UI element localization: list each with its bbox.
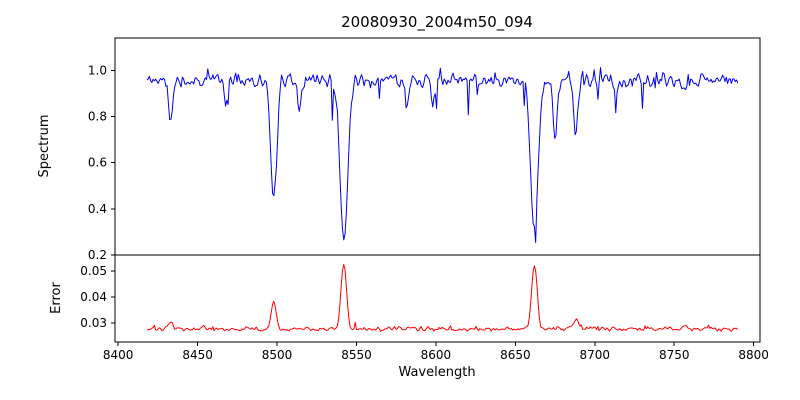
- x-tick-label: 8600: [421, 348, 452, 362]
- chart-title: 20080930_2004m50_094: [341, 13, 533, 32]
- y-tick-label: 0.2: [88, 248, 107, 262]
- x-tick-label: 8550: [341, 348, 372, 362]
- spectrum-line: [146, 67, 739, 244]
- x-tick-label: 8650: [500, 348, 531, 362]
- x-tick-label: 8800: [738, 348, 769, 362]
- spectrum-y-axis-label: Spectrum: [37, 115, 52, 178]
- x-tick-label: 8700: [580, 348, 611, 362]
- y-tick-label: 0.4: [88, 202, 107, 216]
- y-tick-label: 0.8: [88, 109, 107, 123]
- series-layer: [146, 67, 739, 332]
- y-tick-label: 0.04: [80, 290, 107, 304]
- panel-border: [114, 254, 761, 343]
- y-tick-label: 1.0: [88, 63, 107, 77]
- axes-layer: 0.2 0.4 0.6 0.8 1.0 0.03 0.04 0.05 8400 8450 8500 8…: [80, 37, 769, 362]
- y-tick-label: 0.05: [80, 264, 107, 278]
- error-line: [146, 264, 739, 332]
- x-tick-label: 8400: [103, 348, 134, 362]
- x-tick-label: 8450: [182, 348, 213, 362]
- y-tick-label: 0.6: [88, 156, 107, 170]
- error-y-axis-label: Error: [49, 282, 64, 314]
- panel-border: [114, 37, 761, 256]
- x-axis-label: Wavelength: [398, 365, 475, 380]
- x-tick-label: 8750: [659, 348, 690, 362]
- y-tick-label: 0.03: [80, 316, 107, 330]
- x-tick-label: 8500: [262, 348, 293, 362]
